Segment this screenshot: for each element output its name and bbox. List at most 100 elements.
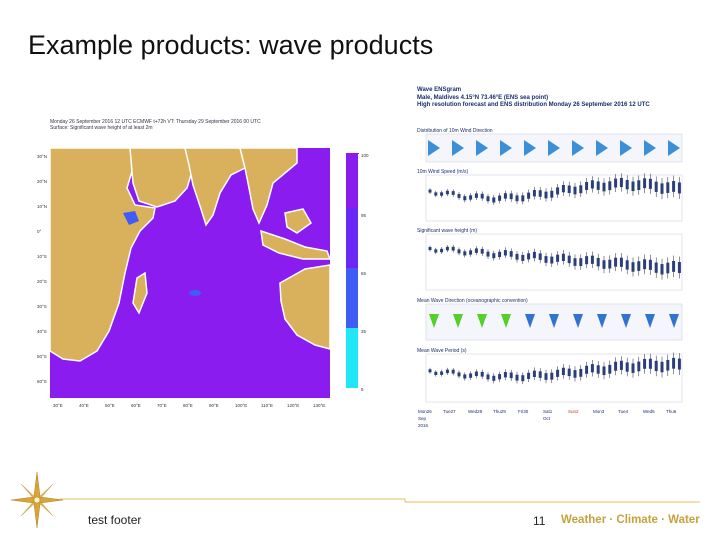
boxplot-box bbox=[457, 193, 461, 198]
slide-title: Example products: wave products bbox=[28, 30, 434, 60]
wind-arrow bbox=[644, 140, 656, 156]
svg-text:Thu29: Thu29 bbox=[493, 409, 506, 414]
map-longitude-labels: 30°E 40°E 50°E 60°E 70°E 80°E 90°E 100°E… bbox=[53, 403, 325, 408]
boxplot-box bbox=[672, 181, 676, 192]
boxplot-box bbox=[677, 262, 681, 274]
boxplot-box bbox=[480, 371, 484, 377]
boxplot-box bbox=[498, 195, 502, 201]
boxplot-box bbox=[515, 195, 519, 202]
boxplot-box bbox=[474, 248, 478, 253]
boxplot-box bbox=[428, 369, 432, 373]
boxplot-box bbox=[654, 181, 658, 192]
panel-title-wave-height: Significant wave height (m) bbox=[417, 228, 477, 234]
wave-direction-glyph bbox=[501, 314, 511, 328]
boxplot-box bbox=[469, 250, 473, 255]
boxplot-box bbox=[434, 249, 438, 253]
boxplot-box bbox=[660, 183, 664, 194]
svg-text:100: 100 bbox=[361, 153, 369, 158]
boxplot-box bbox=[614, 361, 618, 371]
wave-direction-glyphs bbox=[429, 314, 679, 328]
svg-text:Sep: Sep bbox=[418, 416, 427, 421]
boxplot-box bbox=[503, 250, 507, 256]
boxplot-box bbox=[515, 253, 519, 260]
boxplot-box bbox=[440, 371, 444, 375]
borneo-landmass bbox=[284, 208, 312, 234]
map-header: Monday 26 September 2016 12 UTC ECMWF t+… bbox=[50, 119, 261, 131]
boxplot-box bbox=[637, 180, 641, 191]
boxplot-box bbox=[666, 359, 670, 371]
svg-text:60°S: 60°S bbox=[37, 379, 47, 384]
boxplot-box bbox=[451, 246, 455, 251]
boxplot-box bbox=[556, 369, 560, 377]
boxplot-box bbox=[666, 262, 670, 274]
se-asia-landmass bbox=[239, 147, 298, 225]
boxplot-box bbox=[608, 259, 612, 269]
ensgram-canvas: Distribution of 10m Wind Direction 10m W… bbox=[412, 82, 688, 442]
wind-arrow bbox=[668, 140, 680, 156]
svg-text:30°S: 30°S bbox=[37, 304, 47, 309]
svg-text:Oct: Oct bbox=[543, 416, 551, 421]
boxplot-box bbox=[643, 178, 647, 189]
ensgram-title: Wave ENSgram bbox=[417, 87, 462, 93]
boxplot-box bbox=[521, 254, 525, 261]
boxplot-box bbox=[561, 367, 565, 376]
boxplot-box bbox=[474, 193, 478, 198]
boxplot-box bbox=[579, 185, 583, 194]
boxplot-box bbox=[498, 374, 502, 380]
svg-text:2016: 2016 bbox=[418, 423, 429, 428]
wave-direction-glyph bbox=[429, 314, 439, 328]
boxplot-box bbox=[434, 192, 438, 196]
boxplot-box bbox=[463, 374, 467, 379]
map-header-line1: Monday 26 September 2016 12 UTC ECMWF t+… bbox=[50, 119, 261, 125]
svg-text:Mon26: Mon26 bbox=[418, 409, 432, 414]
boxplot-box bbox=[469, 195, 473, 200]
madagascar-landmass bbox=[132, 271, 148, 315]
boxplot-box bbox=[660, 264, 664, 275]
boxplot-box bbox=[619, 177, 623, 188]
wind-arrow bbox=[476, 140, 488, 156]
boxplot-box bbox=[440, 248, 444, 253]
boxplot-box bbox=[567, 255, 571, 264]
boxplot-box bbox=[503, 193, 507, 199]
boxplot-box bbox=[486, 251, 490, 257]
boxplot-box bbox=[445, 190, 449, 195]
ensgram-location: Male, Maldives 4.15°N 73.46°E (ENS sea p… bbox=[417, 94, 549, 101]
boxplot-box bbox=[451, 191, 455, 195]
boxplot-box bbox=[434, 371, 438, 375]
boxplot-box bbox=[445, 369, 449, 374]
svg-text:90°E: 90°E bbox=[209, 403, 219, 408]
svg-text:Tue4: Tue4 bbox=[618, 409, 629, 414]
boxplot-box bbox=[631, 181, 635, 192]
boxplot-box bbox=[648, 259, 652, 270]
boxplot-box bbox=[579, 368, 583, 377]
boxplot-box bbox=[637, 361, 641, 372]
boxplot-box bbox=[654, 262, 658, 273]
australia-landmass bbox=[279, 264, 331, 350]
boxplot-box bbox=[643, 259, 647, 270]
boxplot-box bbox=[469, 373, 473, 378]
boxplot-box bbox=[532, 190, 536, 197]
wave-direction-glyph bbox=[669, 314, 679, 328]
boxplot-box bbox=[666, 182, 670, 193]
svg-text:40°E: 40°E bbox=[79, 403, 89, 408]
svg-text:30°N: 30°N bbox=[37, 154, 47, 159]
svg-text:Sat1: Sat1 bbox=[543, 409, 553, 414]
boxplot-box bbox=[428, 189, 432, 193]
boxplot-box bbox=[527, 253, 531, 260]
boxplot-box bbox=[637, 261, 641, 271]
boxplot-box bbox=[451, 369, 455, 374]
boxplot-box bbox=[596, 257, 600, 267]
boxplot-box bbox=[457, 372, 461, 377]
compass-star-icon bbox=[10, 471, 64, 529]
boxplot-box bbox=[672, 260, 676, 272]
boxplot-box bbox=[498, 251, 502, 258]
boxplot-box bbox=[550, 256, 554, 264]
wave-ensgram: Distribution of 10m Wind Direction 10m W… bbox=[412, 82, 688, 442]
boxplot-box bbox=[532, 370, 536, 377]
wind-direction-arrows bbox=[428, 140, 680, 156]
boxplot-box bbox=[654, 360, 658, 372]
svg-text:Wed28: Wed28 bbox=[468, 409, 483, 414]
boxplot-box bbox=[521, 375, 525, 382]
svg-text:120°E: 120°E bbox=[287, 403, 299, 408]
boxplot-box bbox=[567, 368, 571, 377]
